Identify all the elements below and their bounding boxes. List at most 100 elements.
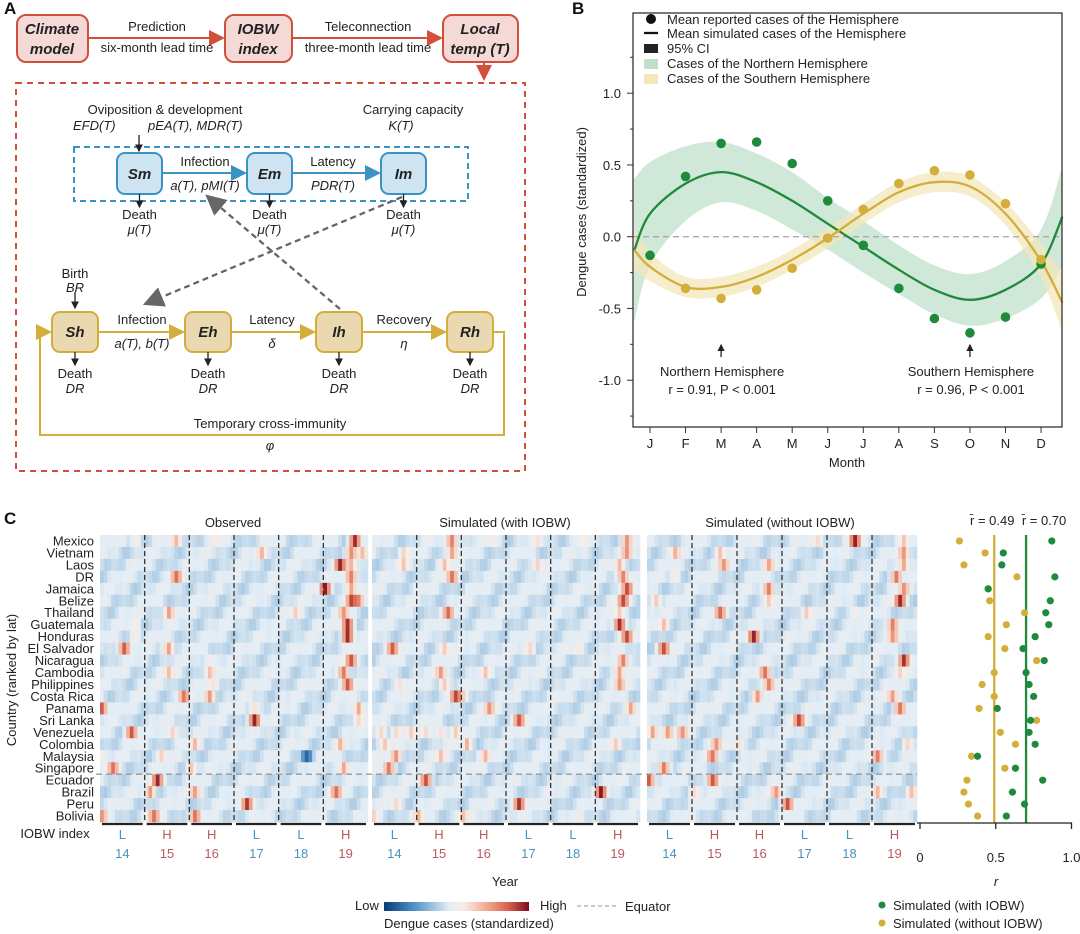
year-label: 17 xyxy=(249,846,263,861)
heatmap-cell xyxy=(864,606,869,620)
heatmap-cell xyxy=(234,618,239,631)
heatmap-cell xyxy=(740,618,745,631)
heatmap-cell xyxy=(267,810,272,823)
heatmap-cell xyxy=(546,750,551,763)
heatmap-cell xyxy=(744,690,749,703)
heatmap-cell xyxy=(155,726,160,739)
heatmap-cell xyxy=(297,630,302,643)
heatmap-cell xyxy=(913,690,918,703)
heatmap-cell xyxy=(375,630,380,643)
heatmap-cell xyxy=(122,726,127,739)
heatmap-cell xyxy=(815,726,820,739)
heatmap-cell xyxy=(513,714,518,727)
heatmap-cell xyxy=(193,702,198,715)
heatmap-cell xyxy=(185,738,190,751)
reported-point-south xyxy=(858,204,869,215)
heatmap-cell xyxy=(427,546,432,560)
heatmap-cell xyxy=(107,786,112,799)
heatmap-cell xyxy=(621,630,626,643)
heatmap-cell xyxy=(595,726,600,739)
heatmap-cell xyxy=(390,535,395,548)
heatmap-cell xyxy=(241,714,246,727)
heatmap-cell xyxy=(163,690,168,703)
heatmap-cell xyxy=(133,690,138,703)
heatmap-cell xyxy=(349,630,354,643)
heatmap-cell xyxy=(680,654,685,667)
heatmap-cell xyxy=(379,762,384,775)
heatmap-cell xyxy=(312,798,317,811)
heatmap-cell xyxy=(215,798,220,811)
heatmap-cell xyxy=(494,690,499,703)
heatmap-cell xyxy=(152,570,157,584)
heatmap-cell xyxy=(356,582,361,596)
country-label: Ecuador xyxy=(46,773,95,788)
heatmap-cell xyxy=(636,618,641,631)
heatmap-cell xyxy=(875,618,880,631)
heatmap-cell xyxy=(465,678,470,691)
heatmap-cell xyxy=(345,690,350,703)
heatmap-cell xyxy=(692,630,697,643)
heatmap-cell xyxy=(506,702,511,715)
heatmap-cell xyxy=(647,726,652,739)
heatmap-cell xyxy=(439,642,444,655)
heatmap-cell xyxy=(699,654,704,667)
heatmap-cell xyxy=(416,678,421,691)
heatmap-cell xyxy=(909,618,914,631)
heatmap-cell xyxy=(364,558,369,572)
heatmap-cell xyxy=(271,678,276,691)
heatmap-cell xyxy=(327,570,332,584)
heatmap-cell xyxy=(226,618,231,631)
heatmap-cell xyxy=(286,798,291,811)
heatmap-cell xyxy=(879,714,884,727)
heatmap-cell xyxy=(546,774,551,787)
heatmap-cell xyxy=(838,582,843,596)
heatmap-cell xyxy=(155,570,160,584)
heatmap-cell xyxy=(189,546,194,560)
heatmap-cell xyxy=(185,810,190,823)
heatmap-cell xyxy=(293,535,298,548)
heatmap-cell xyxy=(196,774,201,787)
heatmap-cell xyxy=(323,750,328,763)
heatmap-cell xyxy=(692,582,697,596)
heatmap-cell xyxy=(207,582,212,596)
heatmap-cell xyxy=(312,750,317,763)
heatmap-cell xyxy=(196,810,201,823)
heatmap-cell xyxy=(714,582,719,596)
heatmap-cell xyxy=(692,558,697,572)
heatmap-cell xyxy=(476,582,481,596)
heatmap-cell xyxy=(680,570,685,584)
heatmap-cell xyxy=(868,642,873,655)
heatmap-cell xyxy=(748,702,753,715)
heatmap-cell xyxy=(196,702,201,715)
heatmap-cell xyxy=(222,570,227,584)
heatmap-cell xyxy=(543,714,548,727)
heatmap-cell xyxy=(118,606,123,620)
country-label: Sri Lanka xyxy=(39,713,95,728)
heatmap-cell xyxy=(193,535,198,548)
heatmap-cell xyxy=(804,546,809,560)
heatmap-cell xyxy=(669,535,674,548)
heatmap-cell xyxy=(364,762,369,775)
heatmap-cell xyxy=(845,606,850,620)
heatmap-cell xyxy=(494,630,499,643)
heatmap-cell xyxy=(752,570,757,584)
heatmap-cell xyxy=(338,606,343,620)
heatmap-cell xyxy=(513,786,518,799)
heatmap-cell xyxy=(193,546,198,560)
heatmap-cell xyxy=(565,594,570,608)
heatmap-cell xyxy=(509,798,514,811)
heatmap-cell xyxy=(561,654,566,667)
heatmap-cell xyxy=(800,666,805,679)
heatmap-cell xyxy=(155,666,160,679)
heatmap-cell xyxy=(308,702,313,715)
heatmap-cell xyxy=(513,810,518,823)
heatmap-cell xyxy=(137,666,142,679)
heatmap-cell xyxy=(812,690,817,703)
heatmap-cell xyxy=(439,606,444,620)
heatmap-cell xyxy=(819,654,824,667)
heatmap-cell xyxy=(349,786,354,799)
heatmap-cell xyxy=(591,642,596,655)
heatmap-cell xyxy=(312,582,317,596)
heatmap-cell xyxy=(122,618,127,631)
heatmap-cell xyxy=(576,630,581,643)
